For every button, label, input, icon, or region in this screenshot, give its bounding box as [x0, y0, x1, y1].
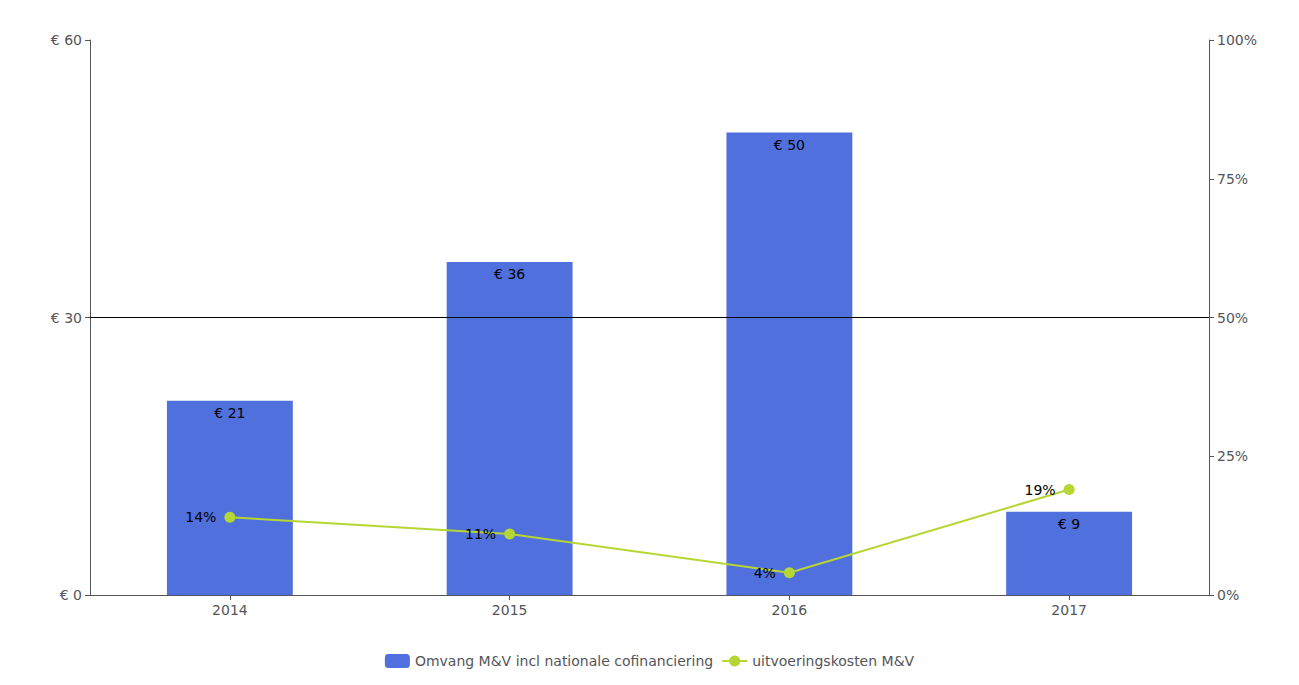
- svg-text:€ 30: € 30: [51, 310, 82, 326]
- svg-text:2015: 2015: [492, 602, 528, 618]
- svg-text:14%: 14%: [185, 509, 216, 525]
- svg-text:Omvang M&V incl nationale cofi: Omvang M&V incl nationale cofinanciering: [415, 653, 713, 669]
- svg-text:€ 0: € 0: [60, 587, 82, 603]
- svg-text:2017: 2017: [1051, 602, 1087, 618]
- svg-text:€ 21: € 21: [214, 405, 245, 421]
- svg-text:2014: 2014: [212, 602, 248, 618]
- svg-text:2016: 2016: [772, 602, 808, 618]
- svg-text:100%: 100%: [1217, 32, 1257, 48]
- svg-text:0%: 0%: [1217, 587, 1239, 603]
- svg-text:11%: 11%: [465, 526, 496, 542]
- svg-text:€ 9: € 9: [1058, 516, 1080, 532]
- svg-text:€ 60: € 60: [51, 32, 82, 48]
- svg-text:€ 36: € 36: [494, 266, 525, 282]
- svg-text:25%: 25%: [1217, 448, 1248, 464]
- svg-text:uitvoeringskosten M&V: uitvoeringskosten M&V: [752, 653, 914, 669]
- svg-text:19%: 19%: [1025, 482, 1056, 498]
- svg-text:€ 50: € 50: [774, 137, 805, 153]
- svg-text:50%: 50%: [1217, 310, 1248, 326]
- svg-text:4%: 4%: [754, 565, 776, 581]
- svg-text:75%: 75%: [1217, 171, 1248, 187]
